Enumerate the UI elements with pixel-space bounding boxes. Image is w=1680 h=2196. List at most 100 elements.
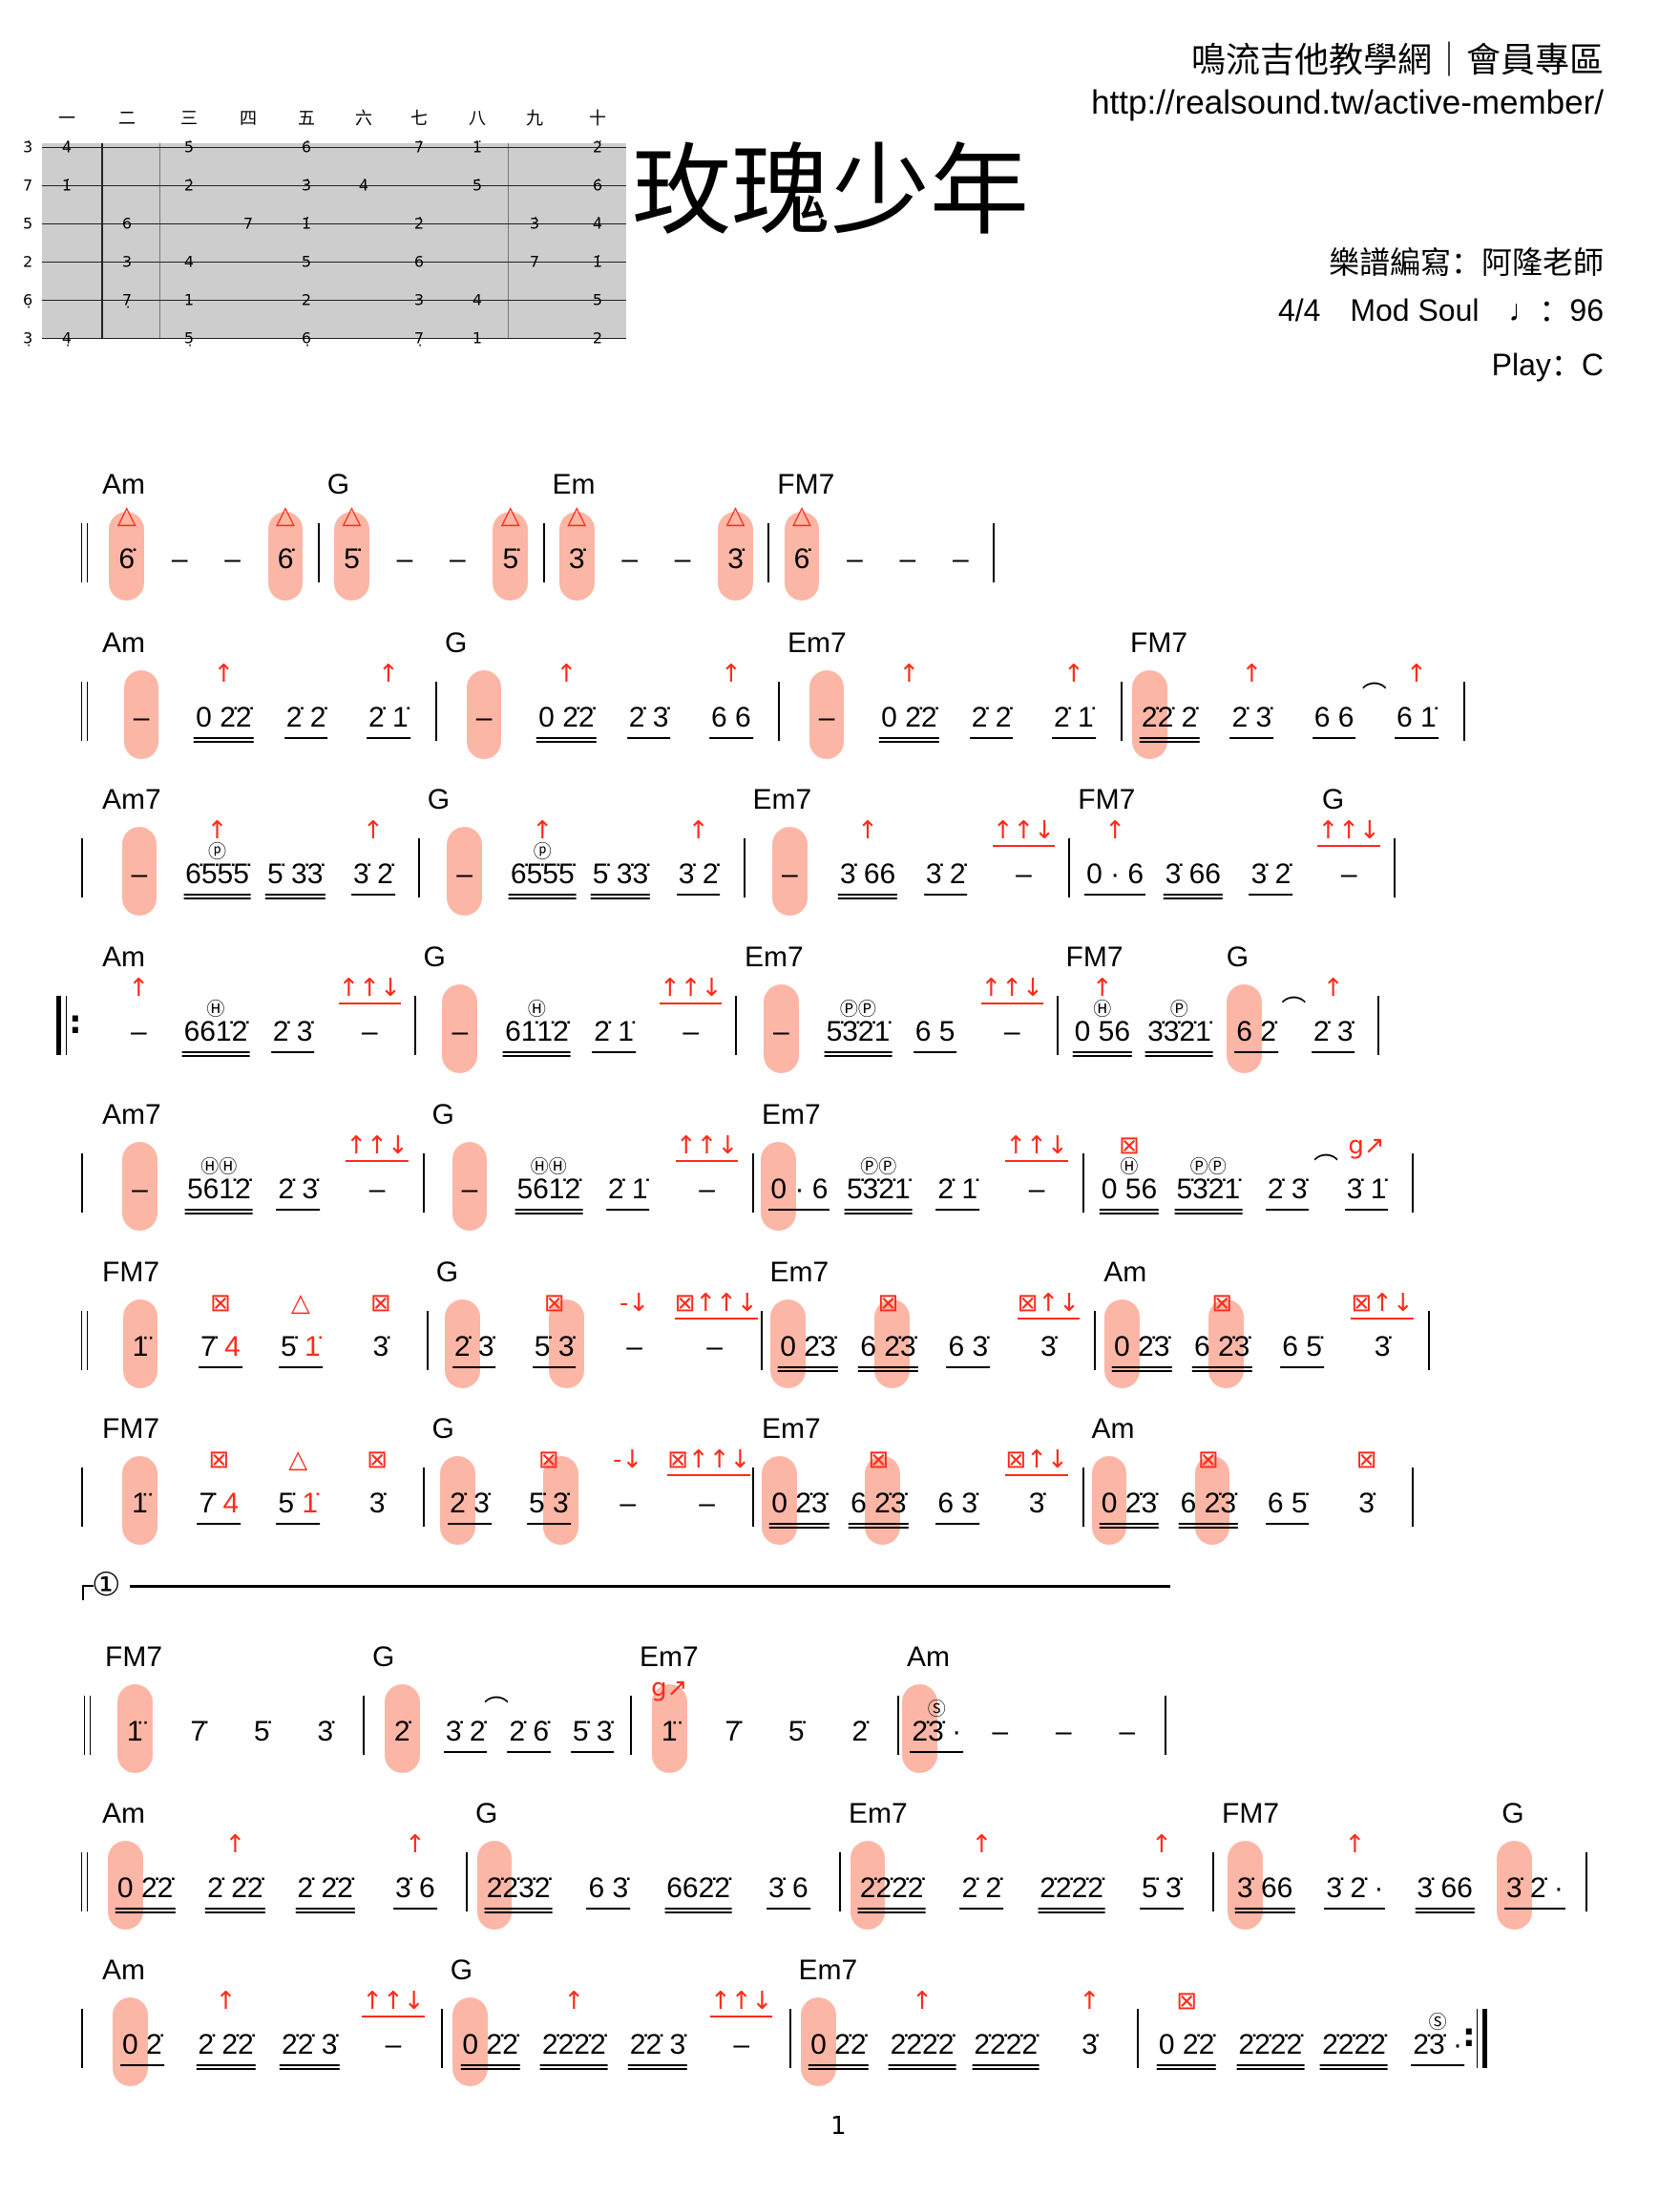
strum-mark: ⊠ — [839, 1446, 918, 1473]
note-group: – — [1055, 1716, 1072, 1747]
site-url[interactable]: http://realsound.tw/active-member/ — [1091, 84, 1604, 121]
note-group: 6 5̇ — [1265, 1487, 1310, 1525]
note-group: – — [131, 858, 148, 890]
strum-mark: ↑ — [370, 1831, 460, 1858]
note-group: 6 5 — [913, 1015, 957, 1053]
highlight-pill — [122, 1456, 158, 1545]
measure: G 2̇ 3̇ ⊠ 5̇ 3̇ -↓ – ⊠↑↑↓ – — [429, 1254, 763, 1397]
note-group: 7̇ 4 — [197, 1487, 242, 1525]
fret-note: 2 — [301, 290, 312, 309]
strum-symbol: -↓ — [620, 1289, 650, 1318]
marker-bracket — [82, 1585, 94, 1600]
barline — [993, 523, 995, 582]
note-group: 2̇ 3̇ — [1229, 701, 1274, 739]
note-group: 2̇ 2̇2̇ — [205, 1871, 265, 1913]
strum-mark: ↑ — [880, 1988, 964, 2015]
beat: ↑↑↓ – — [351, 1952, 435, 2095]
note-group: 3̇ 66 — [1234, 1871, 1295, 1913]
note-group: 2̇ 2̇2̇ — [196, 2028, 256, 2070]
measure: Am7– ↑ ⓟ 6̇5̇5̇5̇ 5̇ 3̇3̇ ↑ 3̇ 2̇ — [94, 781, 420, 924]
highlight-pill — [493, 512, 529, 601]
strum-symbol: ⊠ — [1211, 1289, 1233, 1318]
strum-symbol: △ — [567, 501, 587, 530]
fret-number: 五 — [298, 109, 315, 129]
beat: – — [443, 624, 525, 768]
score-row: Am △ 6̇ – – △ 6̇ G △ 5̇ – – △ 5̇ Em △ 3̇ – – △ 3̇ FM7 △ 6̇ – – – — [81, 466, 995, 609]
strum-symbol: ⊠ — [208, 1446, 230, 1474]
note-group: 0 2̇2̇ — [1156, 2028, 1217, 2070]
strum-symbol: ↑ — [215, 1987, 237, 2016]
note-group: – — [733, 2029, 749, 2060]
beat: ↑↑↓ – — [338, 1096, 417, 1239]
strum-mark: ⊠↑↓ — [1008, 1289, 1088, 1320]
fret-number: 七 — [410, 109, 428, 129]
chord-name: Am — [102, 941, 145, 973]
beat: 6 3̇ — [928, 1254, 1008, 1397]
note-group: 3̇ 1̇ — [1344, 1172, 1389, 1211]
strum-mark: ↑ — [1033, 661, 1115, 687]
strum-mark: ⊠ — [509, 1446, 588, 1473]
fret-note: 7̣ — [413, 328, 425, 348]
strum-symbol: ↑ — [912, 1987, 933, 2016]
beat: Ⓢ 2̇3̇ · — [1396, 1952, 1480, 2095]
highlight-pill — [808, 670, 845, 759]
beat: ⌒ 2̇ 6̇ — [484, 1638, 561, 1782]
strum-symbol: ⊠ — [210, 1289, 231, 1318]
chord-name: Am — [102, 1954, 145, 1986]
note-group: 3̇ — [317, 1716, 334, 1747]
fret-note: 7̣ — [121, 290, 133, 309]
strum-symbol: ↑↑↓ — [660, 974, 723, 1004]
beat: 5̇ — [765, 1638, 829, 1782]
fret-note: 1̇ — [61, 176, 73, 195]
barline — [422, 1468, 425, 1527]
note: 4 — [224, 1331, 241, 1362]
note-group: 5̇ 3̇ — [1140, 1871, 1184, 1910]
fret-note: 2̇ — [413, 214, 425, 233]
note-group: 2̇ 2̇ — [969, 701, 1014, 739]
barline — [1121, 682, 1123, 741]
strum-mark: ↑ — [347, 661, 430, 687]
measure: FM7 1̈ ⊠ 7̇ 4 △ 5̇ 1̇ ⊠ 3̇ — [94, 1254, 429, 1397]
measures-container: Am7– ⒽⒽ 561̇2̇ 2̇ 3̇ ↑↑↓ – G – ⒽⒽ 561̇2̇ 2̇ 1̇ ↑↑↓ –… — [94, 1096, 1414, 1239]
beat: 2̇ 1̇ — [918, 1096, 998, 1239]
beat: 2̇2̇2̇2̇ — [1228, 1952, 1312, 2095]
string-line — [42, 223, 626, 224]
note-group: 5̇ 3̇ — [526, 1487, 571, 1525]
highlight-pill — [770, 1299, 806, 1388]
note-group: 2̇2̇2̇2̇ — [1236, 2028, 1305, 2070]
beat: ↑ 0 2̇2̇ — [525, 624, 607, 768]
fret-number: 九 — [526, 109, 543, 129]
barline — [435, 682, 437, 741]
note-group: 3̇ 6 — [766, 1871, 810, 1910]
fret-note: 1̇ — [301, 214, 312, 233]
strum-symbol: ↑↑↓ — [1317, 816, 1380, 847]
fret-note: 3̇ — [529, 214, 540, 233]
beat: – — [378, 466, 430, 609]
beat: – — [969, 1638, 1033, 1782]
note-group: 0 · 6 — [768, 1172, 830, 1211]
highlight-pill — [902, 1684, 938, 1773]
beat: ⊠ 6 2̇3̇ — [848, 1254, 928, 1397]
measure: Em7 0 2̇3̇ ⊠ 6 2̇3̇ 6 3̇ ⊠↑↓ 3̇ — [754, 1410, 1084, 1553]
note-group: 2̇2̇2̇2̇ — [857, 1871, 926, 1913]
note-group: – — [171, 543, 188, 575]
note-group: 2̇3̇ · — [1411, 2028, 1465, 2066]
barline — [1082, 1153, 1084, 1213]
beat: 7̇ — [702, 1638, 766, 1782]
chord-name: G — [445, 627, 468, 659]
beat: 2̇ 2̇ — [265, 624, 347, 768]
beat: – — [656, 466, 708, 609]
note-group: 3̇ — [568, 543, 585, 575]
note-group: 5̇ 1̇ — [276, 1487, 321, 1525]
beat: 3̇ 66 — [1154, 781, 1232, 924]
strum-mark: ↑ — [184, 1988, 268, 2015]
beat: △ 3̇ — [709, 466, 762, 609]
chord-name: Am — [907, 1641, 950, 1673]
note-group: 2̇2̇3̇2̇ — [484, 1871, 553, 1913]
note-group: 2̇ 3̇ — [1311, 1015, 1355, 1053]
measure: G △ 5̇ – – △ 5̇ — [320, 466, 545, 609]
beat: – — [431, 466, 484, 609]
beat: – — [422, 939, 499, 1082]
note-group: – — [452, 1016, 469, 1047]
beat: 2̇2̇2̇2̇ — [1312, 1952, 1396, 2095]
